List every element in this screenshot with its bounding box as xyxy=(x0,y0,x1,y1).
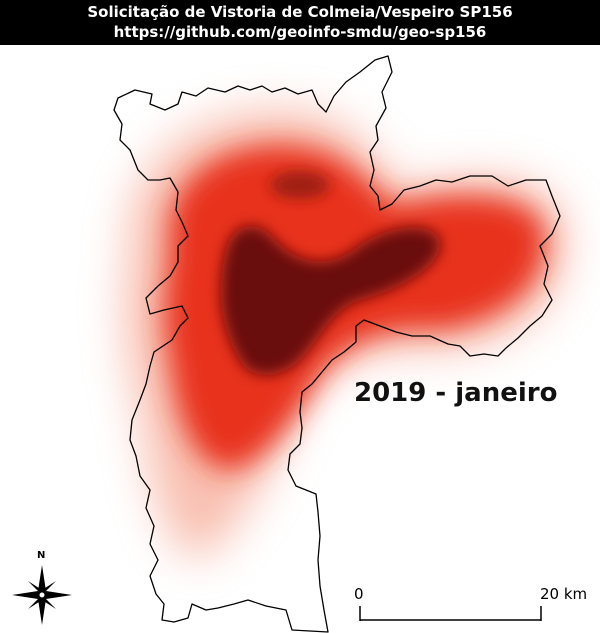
city-boundary xyxy=(113,55,561,633)
scale-bar xyxy=(359,606,542,621)
heat-core-zone xyxy=(220,225,441,375)
heat-mid-zone xyxy=(164,145,546,470)
source-url: https://github.com/geoinfo-smdu/geo-sp15… xyxy=(113,23,487,41)
period-label: 2019 - janeiro xyxy=(354,378,558,408)
map-title: Solicitação de Vistoria de Colmeia/Vespe… xyxy=(87,3,513,21)
heat-layer xyxy=(124,110,566,560)
scale-start-label: 0 xyxy=(354,585,364,603)
north-label: N xyxy=(37,550,46,561)
compass-rose-icon xyxy=(12,565,72,625)
scale-end-label: 20 km xyxy=(540,585,588,603)
heat-core-north xyxy=(270,171,330,199)
map-header: Solicitação de Vistoria de Colmeia/Vespe… xyxy=(0,0,600,45)
